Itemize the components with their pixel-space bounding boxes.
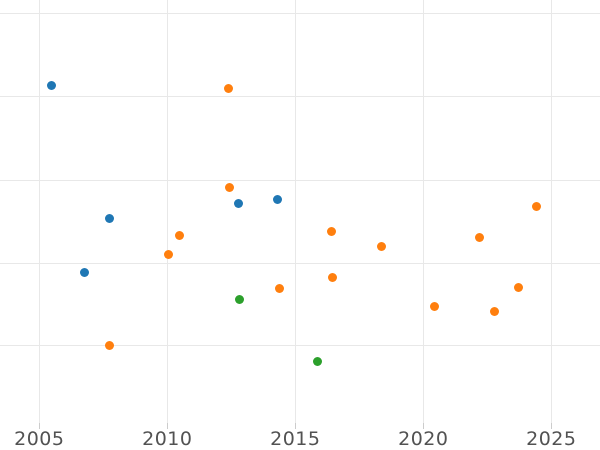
data-point-orange <box>274 283 284 293</box>
data-point-orange <box>474 232 484 242</box>
h-gridline <box>0 13 600 15</box>
data-point-orange <box>429 301 439 311</box>
x-axis-tick <box>38 423 40 429</box>
data-point-orange <box>164 249 174 259</box>
data-point-orange <box>174 230 184 240</box>
data-point-green <box>234 294 244 304</box>
x-tick-label: 2010 <box>142 428 193 450</box>
v-gridline <box>166 0 168 423</box>
data-point-blue <box>79 267 89 277</box>
x-axis-tick <box>422 423 424 429</box>
data-point-orange <box>224 83 234 93</box>
data-point-blue <box>273 194 283 204</box>
x-tick-label: 2025 <box>526 428 577 450</box>
x-axis-tick <box>166 423 168 429</box>
data-point-orange <box>376 241 386 251</box>
v-gridline <box>38 0 40 423</box>
x-axis-tick <box>294 423 296 429</box>
x-tick-label: 2005 <box>14 428 65 450</box>
h-gridline <box>0 345 600 347</box>
data-point-orange <box>513 282 523 292</box>
v-gridline <box>550 0 552 423</box>
h-gridline <box>0 96 600 98</box>
data-point-orange <box>532 201 542 211</box>
data-point-orange <box>327 226 337 236</box>
h-gridline <box>0 262 600 264</box>
x-axis-tick <box>550 423 552 429</box>
data-point-blue <box>234 198 244 208</box>
data-point-blue <box>46 80 56 90</box>
x-tick-label: 2015 <box>270 428 321 450</box>
data-point-green <box>313 356 323 366</box>
v-gridline <box>294 0 296 423</box>
data-point-blue <box>105 213 115 223</box>
h-gridline <box>0 179 600 181</box>
data-point-orange <box>104 340 114 350</box>
x-tick-label: 2020 <box>398 428 449 450</box>
v-gridline <box>422 0 424 423</box>
data-point-orange <box>328 272 338 282</box>
data-point-orange <box>225 182 235 192</box>
data-point-orange <box>489 306 499 316</box>
